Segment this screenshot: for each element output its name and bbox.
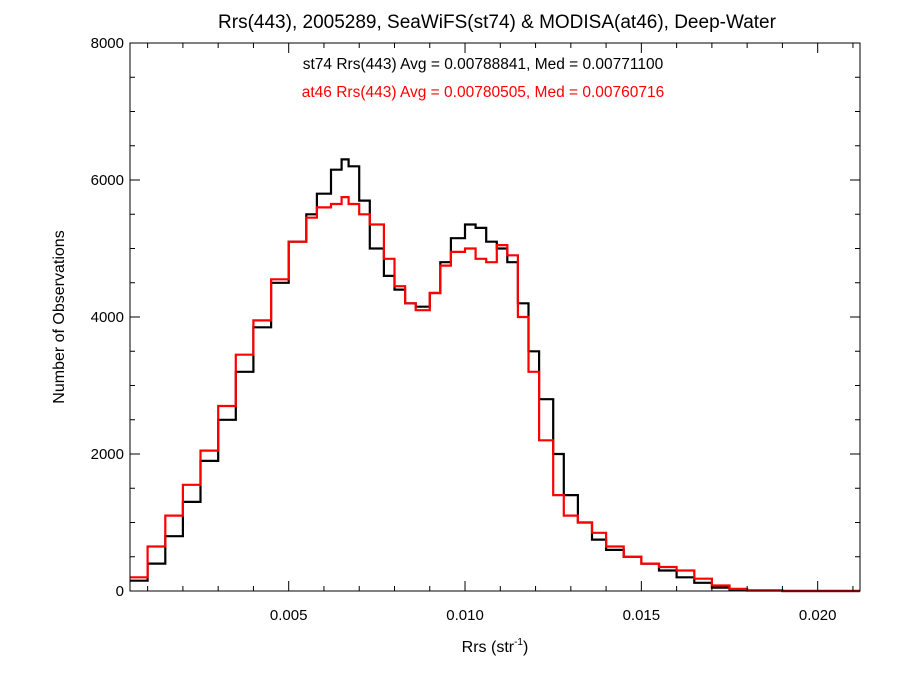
annotation-st74: st74 Rrs(443) Avg = 0.00788841, Med = 0.… xyxy=(303,56,664,73)
tick-layer: 0.005 0.010 0.015 0.020 0 2000 4000 6000 8000 xyxy=(91,35,860,624)
x-tick-label: 0.010 xyxy=(446,607,484,624)
series-line-1 xyxy=(130,196,860,593)
y-axis-label: Number of Observations xyxy=(51,230,68,403)
series-line-0 xyxy=(130,158,860,593)
plot-area: 0.005 0.010 0.015 0.020 0 2000 4000 6000 8000 xyxy=(91,35,861,624)
x-tick-label: 0.015 xyxy=(623,607,661,624)
y-tick-label: 2000 xyxy=(91,446,124,463)
y-tick-label: 8000 xyxy=(91,35,124,52)
x-axis-label-sup: -1 xyxy=(514,637,523,648)
annotation-at46: at46 Rrs(443) Avg = 0.00780505, Med = 0.… xyxy=(302,84,665,101)
chart-title: Rrs(443), 2005289, SeaWiFS(st74) & MODIS… xyxy=(218,12,777,33)
y-tick-label: 4000 xyxy=(91,309,124,326)
series-layer xyxy=(130,158,860,593)
y-tick-label: 6000 xyxy=(91,172,124,189)
y-tick-label: 0 xyxy=(116,583,124,600)
x-axis-label-close: ) xyxy=(523,639,528,656)
plot-frame xyxy=(129,42,861,592)
x-axis-label-base: Rrs (str xyxy=(462,639,515,656)
x-axis-label: Rrs (str-1) xyxy=(462,637,529,656)
x-tick-label: 0.020 xyxy=(799,607,837,624)
x-tick-label: 0.005 xyxy=(270,607,308,624)
